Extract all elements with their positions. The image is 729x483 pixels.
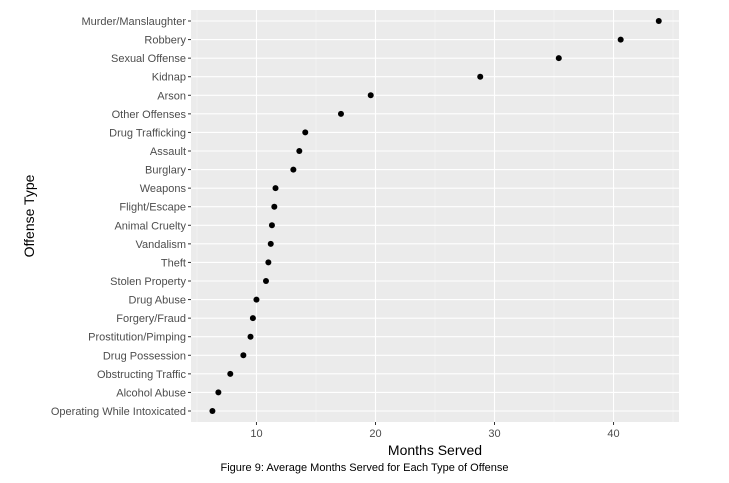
y-tick-label: Operating While Intoxicated xyxy=(51,406,186,418)
data-point xyxy=(271,203,278,210)
x-tick-label: 40 xyxy=(607,428,619,440)
data-point xyxy=(477,73,484,80)
x-tick-label: 20 xyxy=(369,428,381,440)
y-tick-label: Murder/Manslaughter xyxy=(81,16,186,28)
data-point xyxy=(262,278,269,284)
data-point xyxy=(290,166,297,173)
y-tick-label: Weapons xyxy=(140,183,187,195)
y-tick-label: Alcohol Abuse xyxy=(116,387,186,399)
y-tick-label: Prostitution/Pimping xyxy=(88,332,186,344)
y-axis: Murder/Manslaughter Robbery Sexual Offense… xyxy=(51,16,191,418)
y-tick-label: Robbery xyxy=(144,35,186,47)
y-tick-label: Arson xyxy=(157,90,186,102)
data-point xyxy=(655,18,662,24)
data-point xyxy=(209,408,216,414)
y-tick-label: Drug Abuse xyxy=(129,295,186,307)
data-point xyxy=(555,55,562,62)
y-axis-title: Offense Type xyxy=(21,174,37,257)
y-tick-label: Theft xyxy=(161,257,186,269)
data-point xyxy=(215,389,222,396)
data-point xyxy=(249,315,256,322)
y-tick-label: Vandalism xyxy=(135,239,186,251)
y-tick-label: Forgery/Fraud xyxy=(116,313,186,325)
data-point xyxy=(268,222,275,229)
y-tick-label: Drug Trafficking xyxy=(109,127,186,139)
data-point xyxy=(367,92,374,99)
figure-caption: Figure 9: Average Months Served for Each… xyxy=(220,462,509,474)
x-axis: 10 20 30 40 xyxy=(250,422,620,440)
y-tick-label: Obstructing Traffic xyxy=(97,369,187,381)
data-point xyxy=(296,148,303,154)
data-points xyxy=(209,18,662,414)
y-tick-label: Flight/Escape xyxy=(119,202,186,214)
data-point xyxy=(227,370,234,377)
data-point xyxy=(617,36,624,43)
data-point xyxy=(240,352,247,359)
y-tick-label: Other Offenses xyxy=(112,109,187,121)
data-point xyxy=(267,240,274,247)
data-point xyxy=(302,129,309,136)
y-tick-label: Animal Cruelty xyxy=(114,220,186,232)
data-point xyxy=(247,333,254,340)
y-tick-label: Stolen Property xyxy=(110,276,186,288)
y-tick-label: Assault xyxy=(150,146,186,158)
y-tick-label: Sexual Offense xyxy=(111,53,186,65)
data-point xyxy=(265,259,272,266)
x-axis-title: Months Served xyxy=(388,442,482,458)
gridlines xyxy=(191,10,679,422)
data-point xyxy=(337,110,344,117)
y-tick-label: Kidnap xyxy=(152,72,186,84)
x-tick-label: 30 xyxy=(488,428,500,440)
data-point xyxy=(272,185,279,192)
y-tick-label: Drug Possession xyxy=(103,350,186,362)
x-tick-label: 10 xyxy=(250,428,262,440)
data-point xyxy=(253,296,260,303)
y-tick-label: Burglary xyxy=(145,165,186,177)
